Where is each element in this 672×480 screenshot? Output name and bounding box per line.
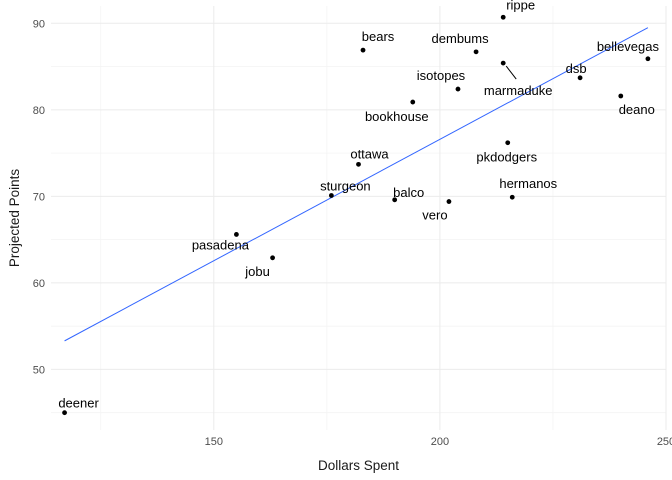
data-point-pasadena — [234, 232, 239, 237]
leader-line-marmaduke — [505, 65, 517, 80]
data-point-isotopes — [455, 86, 461, 92]
data-point-deano — [618, 93, 624, 99]
point-label-dembums: dembums — [432, 31, 490, 46]
data-point-sturgeon — [328, 193, 334, 198]
point-label-deener: deener — [58, 396, 99, 411]
point-label-ottawa: ottawa — [350, 146, 389, 161]
y-axis-ticks: 50 60 70 80 90 — [33, 18, 45, 376]
y-tick-label: 90 — [33, 18, 45, 30]
data-point-jobu — [270, 255, 275, 261]
x-axis-title: Dollars Spent — [318, 458, 399, 473]
data-point-bellevegas — [645, 56, 651, 62]
trend-line-group — [64, 27, 649, 342]
point-label-deano: deano — [619, 102, 655, 117]
x-tick-label: 250 — [657, 436, 672, 448]
point-label-rippe: rippe — [506, 0, 535, 12]
data-point-dsb — [577, 75, 583, 81]
data-point-balco — [392, 197, 398, 203]
x-tick-label: 150 — [205, 436, 223, 448]
point-label-bears: bears — [362, 29, 395, 44]
data-point-ottawa — [356, 161, 361, 167]
point-labels: rippe bears dembums bellevegas marmaduke dsb i… — [58, 0, 659, 411]
y-tick-label: 80 — [33, 105, 45, 117]
trend-line — [64, 27, 649, 342]
data-point-bears — [360, 47, 366, 53]
point-label-isotopes: isotopes — [417, 68, 466, 83]
point-label-pasadena: pasadena — [192, 237, 250, 252]
data-point-rippe — [500, 14, 506, 20]
data-point-bookhouse — [410, 99, 416, 105]
data-point-pkdodgers — [505, 140, 511, 146]
grid — [51, 6, 667, 430]
x-axis-ticks: 150 200 250 — [205, 436, 672, 448]
point-label-hermanos: hermanos — [499, 176, 557, 191]
point-label-vero: vero — [422, 208, 447, 223]
x-tick-label: 200 — [431, 436, 449, 448]
data-point-marmaduke — [500, 60, 506, 66]
y-tick-label: 70 — [33, 191, 45, 203]
point-label-balco: balco — [393, 185, 424, 200]
point-label-sturgeon: sturgeon — [320, 179, 371, 194]
y-axis-title: Projected Points — [7, 169, 22, 268]
data-points — [62, 14, 651, 416]
data-point-hermanos — [509, 194, 515, 200]
point-label-marmaduke: marmaduke — [484, 83, 553, 98]
point-label-bellevegas: bellevegas — [597, 39, 660, 54]
data-point-vero — [446, 199, 452, 204]
point-label-bookhouse: bookhouse — [365, 109, 429, 124]
data-point-deener — [62, 410, 67, 416]
y-tick-label: 60 — [33, 278, 45, 290]
point-label-dsb: dsb — [566, 61, 587, 76]
data-point-dembums — [473, 49, 479, 55]
label-leaders — [505, 65, 517, 80]
y-tick-label: 50 — [33, 364, 45, 376]
point-label-jobu: jobu — [244, 264, 270, 279]
point-label-pkdodgers: pkdodgers — [476, 150, 537, 165]
